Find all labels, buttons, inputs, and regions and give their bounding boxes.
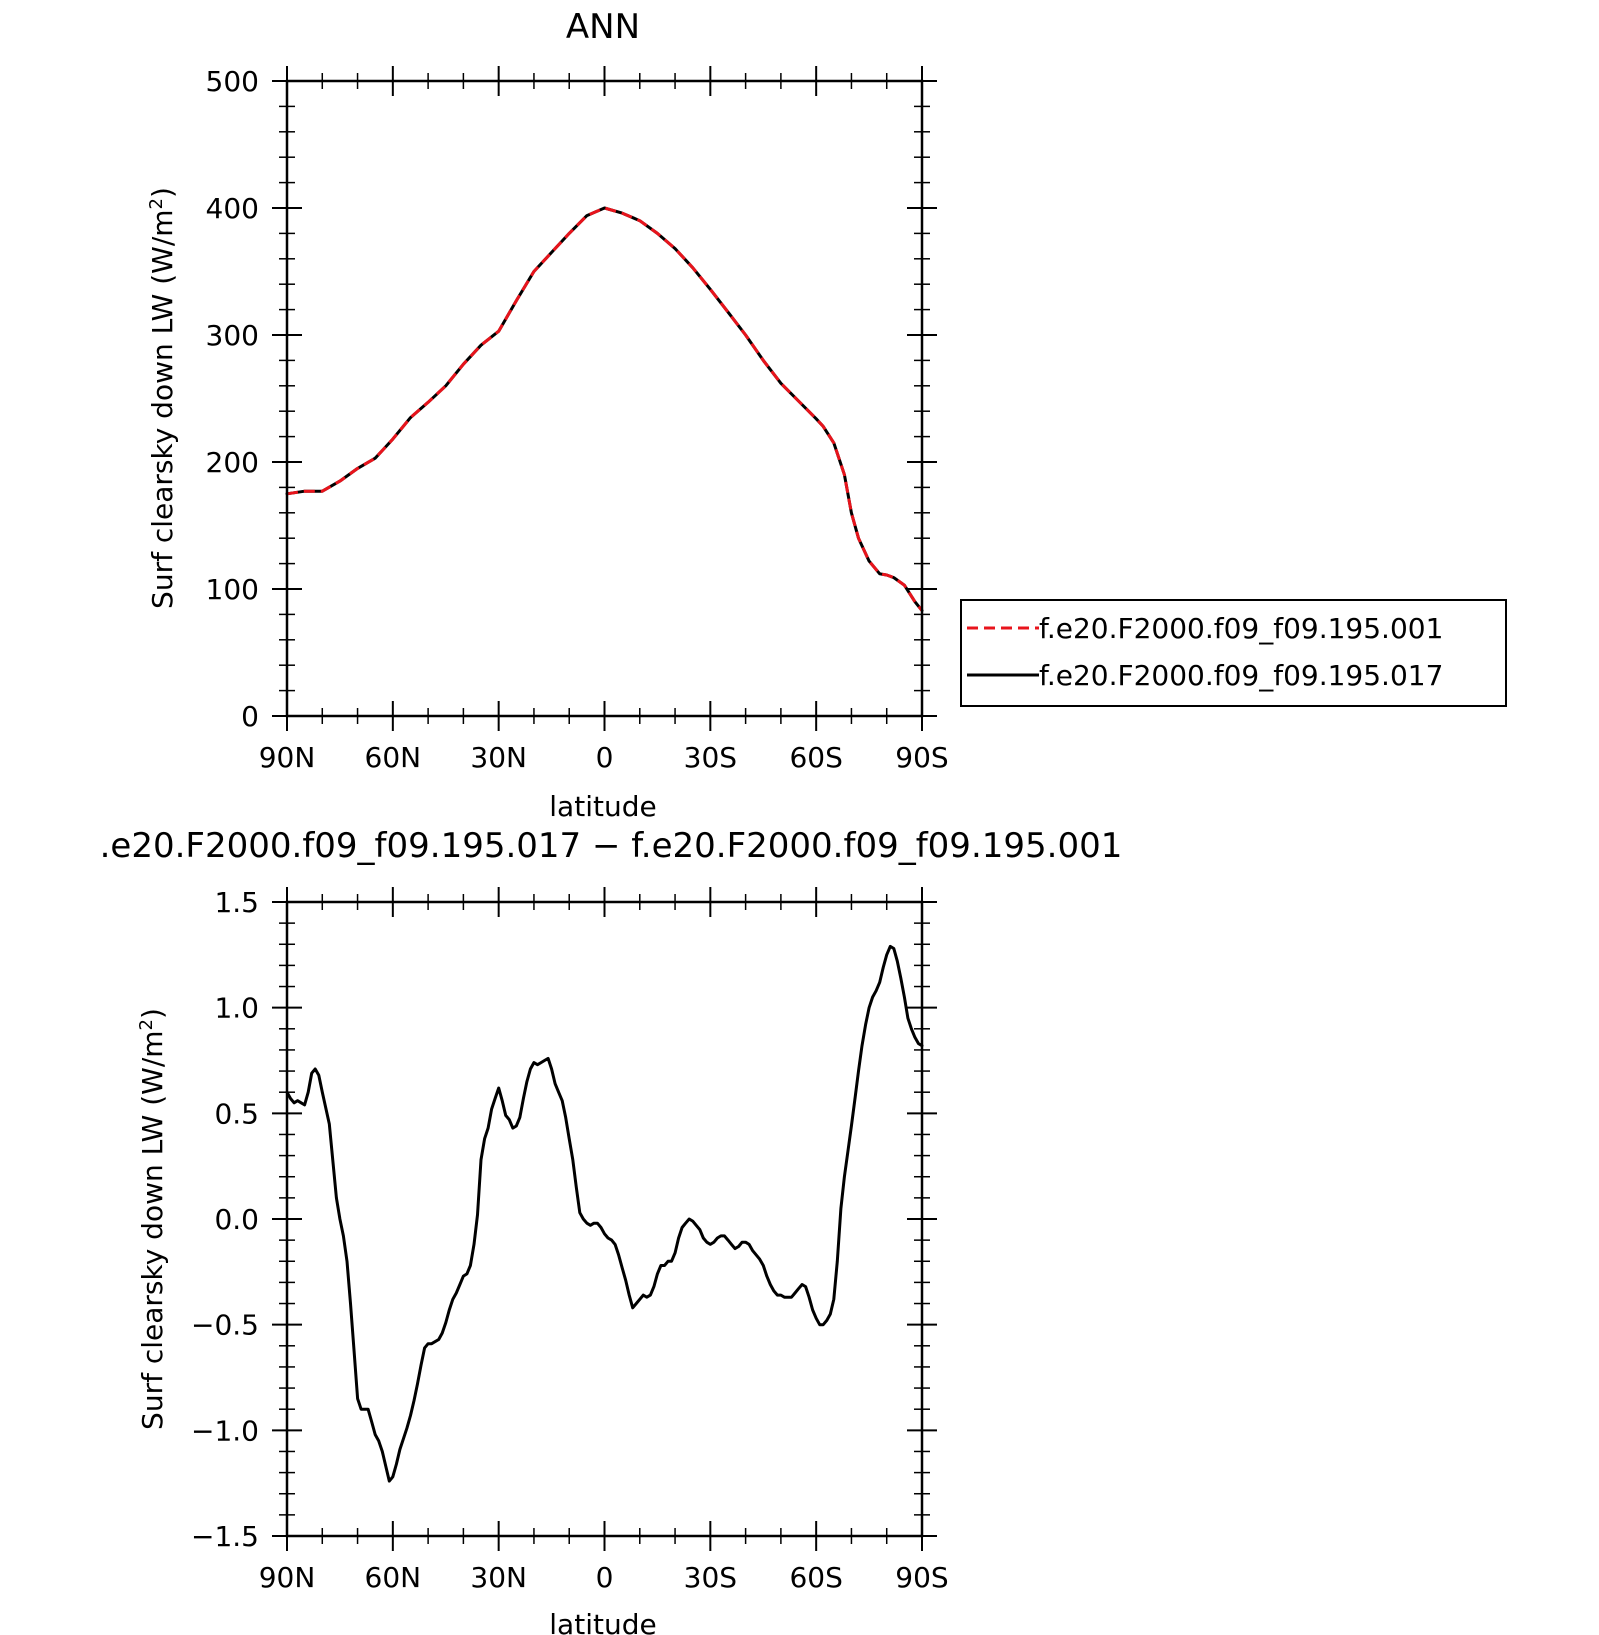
top-panel: ANN 90N 60N 30N 0 30S 60S 90S 0 100 200 300 400 500… [146,7,1507,823]
y-tick-label: 200 [206,446,259,479]
y-tick-label: 0.0 [214,1203,259,1236]
y-tick-label: 100 [206,573,259,606]
top-series-lines [285,206,924,613]
x-tick-label: 90N [259,1561,316,1594]
y-tick-label: 0.5 [214,1097,259,1130]
x-tick-label: 60N [365,741,422,774]
y-tick-label: 1.0 [214,992,259,1025]
top-chart-title: ANN [566,7,640,47]
x-tick-label: 60N [365,1561,422,1594]
y-tick-label: −1.0 [191,1414,259,1447]
bottom-plot-frame [285,900,924,1538]
bottom-x-axis-label: latitude [549,1608,656,1635]
top-axis-ticks [272,66,937,731]
series-line-0 [285,944,924,1483]
bottom-x-tick-labels: 90N 60N 30N 0 30S 60S 90S [259,1561,949,1594]
y-tick-label: 0 [241,700,259,733]
x-tick-label: 0 [596,1561,614,1594]
y-tick-label: −1.5 [191,1520,259,1553]
legend-label-001: f.e20.F2000.f09_f09.195.001 [1039,612,1443,645]
y-tick-label: 1.5 [214,886,259,919]
y-tick-label: 300 [206,319,259,352]
x-tick-label: 90S [895,1561,948,1594]
bottom-series-lines [285,944,924,1483]
bottom-y-axis-label-close: ) [136,1008,169,1019]
bottom-y-axis-label-sup: 2 [136,1019,157,1030]
bottom-y-tick-labels: 1.5 1.0 0.5 0.0 −0.5 −1.0 −1.5 [191,886,259,1553]
x-tick-label: 60S [789,741,842,774]
series-line-1 [285,206,924,613]
y-tick-label: −0.5 [191,1309,259,1342]
top-y-tick-labels: 0 100 200 300 400 500 [206,65,259,733]
x-tick-label: 90S [895,741,948,774]
bottom-y-axis-label: Surf clearsky down LW (W/m2) [136,1008,170,1430]
top-plot-frame [285,79,924,718]
x-tick-label: 60S [789,1561,842,1594]
legend: f.e20.F2000.f09_f09.195.001 f.e20.F2000.… [960,599,1507,707]
y-tick-label: 400 [206,192,259,225]
x-tick-label: 30S [684,1561,737,1594]
x-tick-label: 0 [596,741,614,774]
top-y-axis-label: Surf clearsky down LW (W/m2) [146,187,180,609]
bottom-chart-title: .e20.F2000.f09_f09.195.017 − f.e20.F2000… [100,826,1123,866]
x-tick-label: 30N [470,1561,527,1594]
x-tick-label: 90N [259,741,316,774]
legend-box [960,599,1507,707]
bottom-panel: .e20.F2000.f09_f09.195.017 − f.e20.F2000… [100,826,1123,1635]
bottom-axis-ticks [272,887,937,1551]
y-tick-label: 500 [206,65,259,98]
top-y-axis-label-close: ) [146,187,179,198]
legend-label-017: f.e20.F2000.f09_f09.195.017 [1039,659,1443,692]
x-tick-label: 30S [684,741,737,774]
series-line-0 [286,206,924,612]
top-x-axis-label: latitude [549,790,656,823]
bottom-y-axis-label-main: Surf clearsky down LW (W/m [136,1030,169,1430]
top-x-tick-labels: 90N 60N 30N 0 30S 60S 90S [259,741,949,774]
x-tick-label: 30N [470,741,527,774]
top-y-axis-label-sup: 2 [146,198,167,209]
top-y-axis-label-main: Surf clearsky down LW (W/m [146,209,179,609]
